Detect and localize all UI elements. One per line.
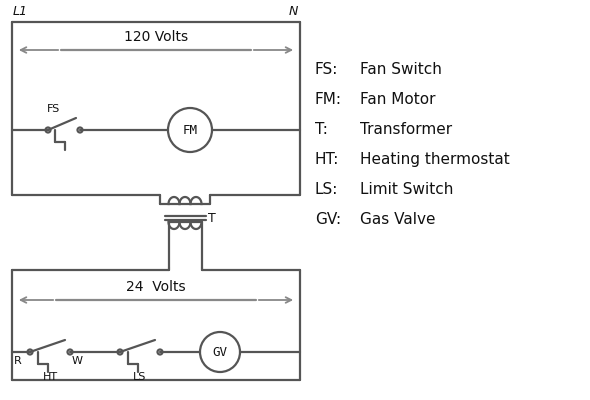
Text: Heating thermostat: Heating thermostat	[360, 152, 510, 167]
Text: GV: GV	[212, 346, 228, 358]
Text: GV:: GV:	[315, 212, 341, 227]
Text: FS:: FS:	[315, 62, 339, 77]
Text: LS:: LS:	[315, 182, 339, 197]
Text: Transformer: Transformer	[360, 122, 452, 137]
Text: R: R	[14, 356, 22, 366]
Text: T: T	[208, 212, 215, 224]
Text: FS: FS	[47, 104, 61, 114]
Text: HT: HT	[42, 372, 58, 382]
Text: L1: L1	[13, 5, 28, 18]
Text: Fan Motor: Fan Motor	[360, 92, 435, 107]
Text: T:: T:	[315, 122, 328, 137]
Text: FM:: FM:	[315, 92, 342, 107]
Text: N: N	[289, 5, 298, 18]
Text: Fan Switch: Fan Switch	[360, 62, 442, 77]
Text: Limit Switch: Limit Switch	[360, 182, 453, 197]
Text: W: W	[72, 356, 83, 366]
Text: LS: LS	[133, 372, 147, 382]
Text: 24  Volts: 24 Volts	[126, 280, 186, 294]
Text: Gas Valve: Gas Valve	[360, 212, 435, 227]
Text: HT:: HT:	[315, 152, 339, 167]
Text: 120 Volts: 120 Volts	[124, 30, 188, 44]
Text: FM: FM	[182, 124, 198, 136]
